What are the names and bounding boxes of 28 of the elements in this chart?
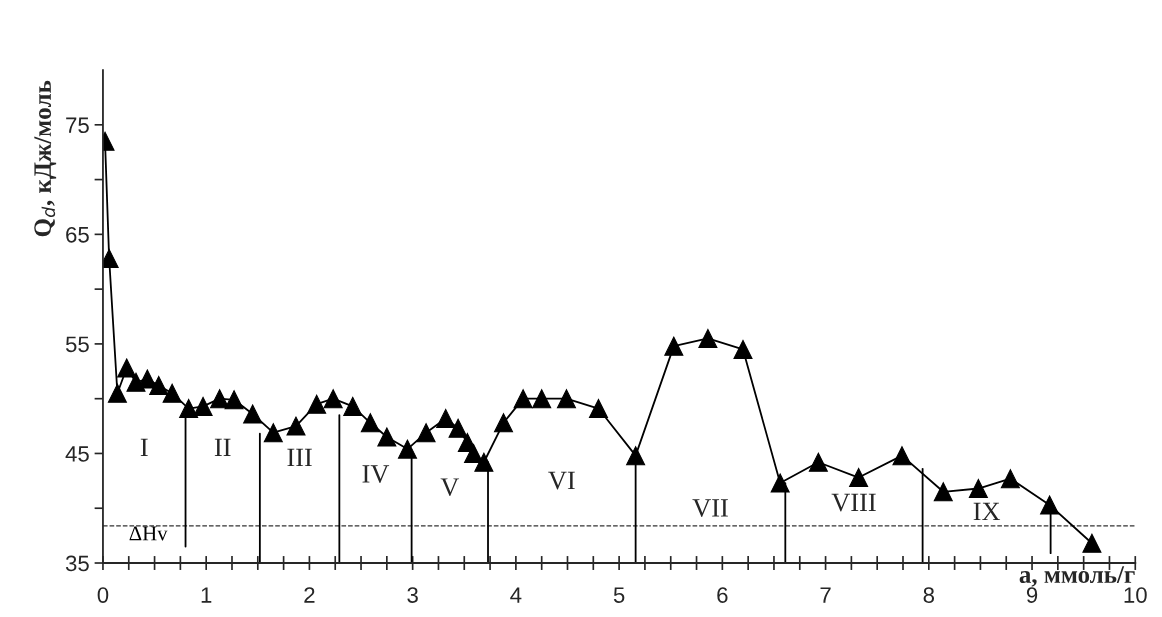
- annotation: III: [287, 448, 312, 467]
- x-tick-label: 9: [1026, 587, 1038, 603]
- y-tick-label: 55: [65, 336, 89, 353]
- annotation: I: [140, 438, 148, 456]
- x-tick-label: 7: [820, 587, 831, 603]
- y-tick-label: 65: [66, 226, 89, 243]
- x-tick-label: 1: [201, 587, 212, 603]
- y-tick-label: 75: [66, 117, 89, 134]
- annotation: IV: [362, 465, 390, 483]
- annotation: II: [214, 438, 231, 456]
- x-tick-label: 8: [923, 587, 935, 603]
- x-tick-label: 4: [510, 587, 522, 603]
- x-tick-label: 2: [304, 587, 315, 603]
- y-tick-label: 35: [65, 555, 89, 572]
- annotation: IX: [973, 502, 1001, 521]
- x-tick-label: 0: [97, 587, 109, 603]
- x-tick-label: 6: [717, 587, 728, 603]
- x-tick-label: 5: [613, 587, 625, 603]
- x-axis-title: a, ммоль/г: [1019, 566, 1135, 587]
- x-tick-label: 3: [407, 587, 418, 603]
- y-axis-title: Q$_{d}$, кДж/моль: [34, 80, 57, 237]
- ref-line-label: ΔHv: [129, 526, 168, 541]
- y-tick-label: 45: [65, 446, 89, 462]
- annotation: V: [440, 478, 460, 497]
- x-tick-label: 10: [1124, 587, 1147, 603]
- annotation: VI: [548, 471, 575, 490]
- annotation: VII: [692, 499, 728, 517]
- annotation: VIII: [831, 493, 876, 512]
